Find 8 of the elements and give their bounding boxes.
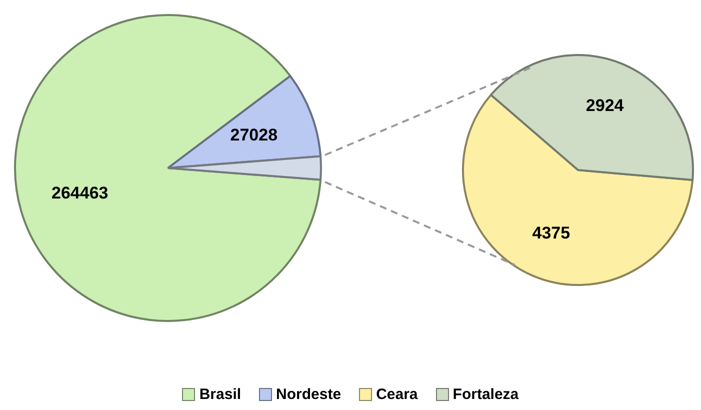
legend-label: Brasil (199, 386, 242, 403)
legend-label: Nordeste (276, 386, 342, 403)
data-label: 4375 (532, 223, 570, 242)
legend-label: Ceara (376, 386, 418, 403)
legend-label: Fortaleza (452, 386, 519, 403)
data-label: 2924 (586, 96, 624, 116)
data-label: 27028 (230, 125, 278, 144)
data-label: 264463 (52, 183, 108, 202)
